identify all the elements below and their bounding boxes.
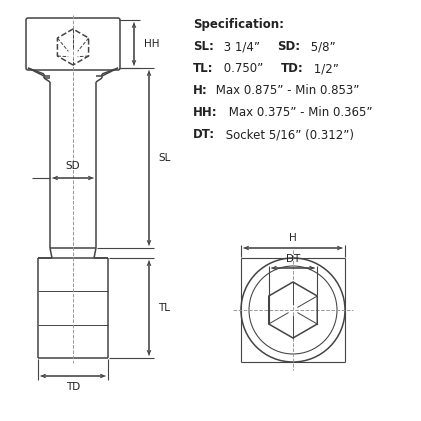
Text: TL:: TL: bbox=[193, 62, 213, 75]
Text: HH:: HH: bbox=[193, 106, 218, 119]
Text: Max 0.875” - Min 0.853”: Max 0.875” - Min 0.853” bbox=[212, 84, 360, 97]
Text: Max 0.375” - Min 0.365”: Max 0.375” - Min 0.365” bbox=[225, 106, 373, 119]
Text: TD: TD bbox=[66, 382, 80, 392]
Text: DT:: DT: bbox=[193, 128, 215, 141]
Text: Socket 5/16” (0.312”): Socket 5/16” (0.312”) bbox=[222, 128, 354, 141]
Text: SD:: SD: bbox=[277, 40, 300, 53]
Text: SL:: SL: bbox=[193, 40, 214, 53]
FancyBboxPatch shape bbox=[26, 18, 120, 70]
Text: TD:: TD: bbox=[281, 62, 304, 75]
Text: Specification:: Specification: bbox=[193, 18, 284, 31]
Text: 0.750”: 0.750” bbox=[220, 62, 266, 75]
Text: H: H bbox=[289, 233, 297, 243]
Text: TL: TL bbox=[158, 303, 170, 313]
Text: 1/2”: 1/2” bbox=[310, 62, 339, 75]
Text: SD: SD bbox=[66, 161, 80, 171]
Text: 3 1/4”: 3 1/4” bbox=[220, 40, 264, 53]
Text: H:: H: bbox=[193, 84, 208, 97]
Text: 5/8”: 5/8” bbox=[307, 40, 336, 53]
Text: HH: HH bbox=[144, 39, 160, 49]
Text: SL: SL bbox=[158, 153, 171, 163]
Text: DT: DT bbox=[286, 254, 300, 264]
